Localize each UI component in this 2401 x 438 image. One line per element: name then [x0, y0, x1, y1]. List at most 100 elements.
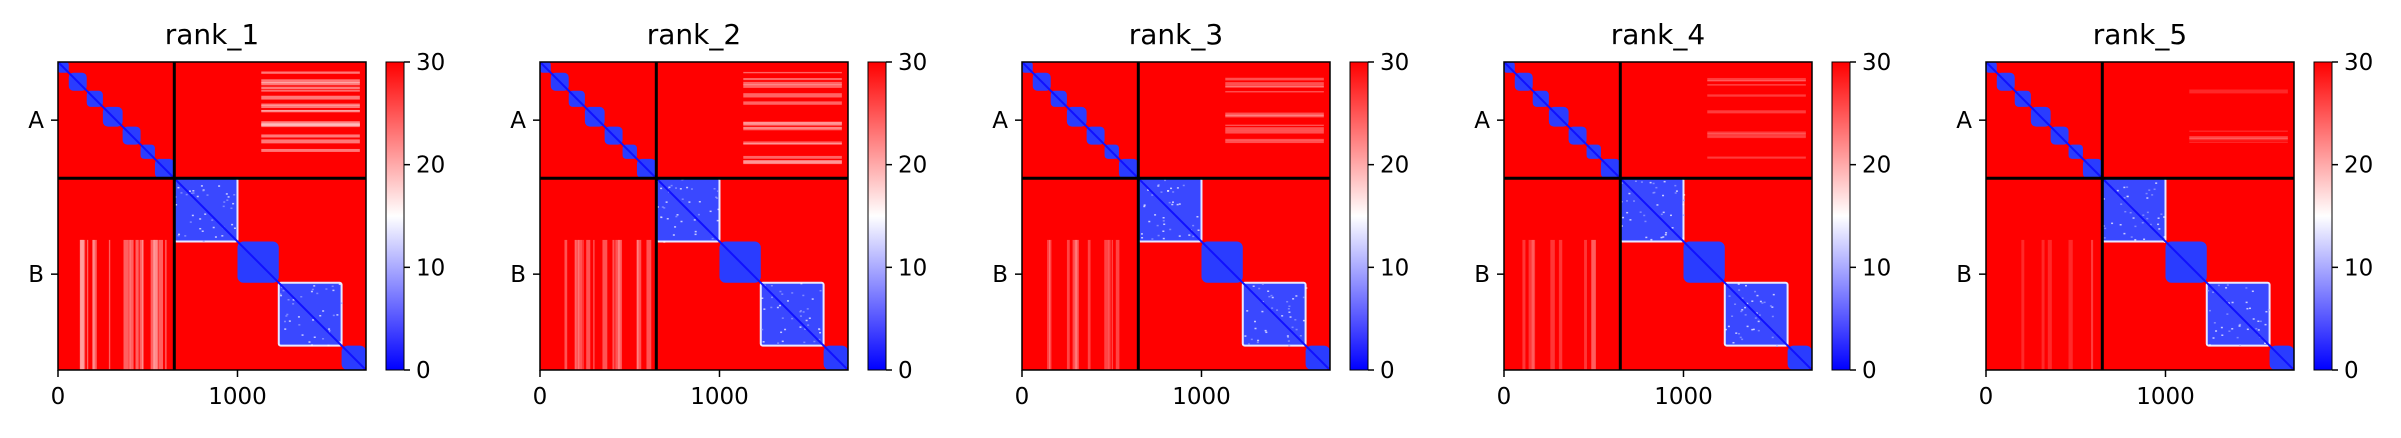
domain-texture: [1270, 294, 1273, 297]
domain-texture: [1669, 214, 1672, 217]
domain-texture: [200, 185, 203, 187]
domain-texture: [322, 338, 325, 340]
domain-texture: [1171, 201, 1174, 203]
domain-texture: [301, 334, 304, 336]
domain-texture: [288, 320, 291, 322]
texture-stripe: [1591, 239, 1597, 370]
domain-texture: [2146, 211, 2149, 214]
domain-texture: [663, 207, 666, 209]
texture-stripe: [2041, 239, 2045, 370]
domain-texture: [2236, 336, 2239, 339]
colorbar-tick-label: 20: [2344, 153, 2373, 179]
domain-texture: [1288, 311, 1291, 313]
colorbar-tick-label: 20: [416, 153, 445, 179]
domain-texture: [2163, 236, 2166, 238]
x-tick-label: 1000: [208, 384, 267, 410]
domain-texture: [2227, 302, 2230, 304]
domain-texture: [2157, 217, 2160, 219]
texture-stripe: [743, 81, 842, 86]
domain-texture: [791, 317, 794, 320]
domain-texture: [1662, 211, 1665, 214]
domain-texture: [808, 317, 811, 319]
domain-texture: [1741, 338, 1744, 341]
y-tick-label: A: [992, 108, 1008, 134]
domain-texture: [693, 219, 696, 221]
x-tick-label: 1000: [2136, 384, 2195, 410]
domain-texture: [715, 196, 718, 199]
domain-texture: [332, 289, 335, 292]
domain-texture: [2208, 344, 2211, 346]
texture-stripe: [1108, 239, 1111, 370]
domain-texture: [1292, 298, 1295, 300]
domain-texture: [2215, 330, 2218, 332]
texture-stripe: [261, 86, 360, 90]
domain-texture: [2134, 225, 2137, 228]
domain-texture: [1746, 325, 1749, 328]
domain-texture: [310, 290, 313, 293]
domain-texture: [1252, 285, 1255, 287]
domain-texture: [694, 230, 697, 233]
x-tick-label: 1000: [1654, 384, 1713, 410]
colorbar-tick-label: 0: [416, 358, 431, 384]
domain-texture: [188, 190, 191, 192]
colorbar: [867, 61, 887, 371]
domain-texture: [661, 206, 664, 208]
domain-texture: [2257, 320, 2260, 323]
domain-texture: [686, 186, 689, 189]
domain-texture: [799, 315, 802, 317]
domain-texture: [2123, 186, 2126, 189]
domain-texture: [178, 233, 181, 236]
domain-texture: [230, 207, 233, 210]
domain-texture: [199, 227, 202, 230]
y-tick-label: A: [1956, 108, 1972, 134]
domain-texture: [1771, 336, 1774, 339]
domain-texture: [1157, 185, 1160, 187]
domain-texture: [1626, 200, 1629, 202]
domain-texture: [1257, 339, 1260, 342]
domain-texture: [672, 234, 675, 236]
texture-stripe: [564, 239, 568, 370]
domain-texture: [1267, 290, 1270, 292]
domain-texture: [189, 221, 192, 223]
domain-texture: [1769, 305, 1772, 307]
texture-stripe: [261, 139, 360, 142]
domain-texture: [1302, 319, 1305, 322]
domain-texture: [2146, 197, 2149, 199]
domain-texture: [336, 314, 339, 316]
domain-texture: [716, 219, 719, 222]
x-tick-label: 0: [1015, 384, 1030, 410]
domain-texture: [1656, 204, 1659, 206]
domain-texture: [688, 201, 691, 203]
domain-texture: [1665, 232, 1668, 234]
domain-texture: [660, 216, 663, 219]
texture-stripe: [743, 143, 842, 145]
domain-texture: [2264, 323, 2267, 326]
domain-texture: [763, 308, 766, 310]
texture-stripe: [1072, 239, 1075, 370]
domain-texture: [184, 235, 187, 237]
domain-texture: [2157, 223, 2160, 226]
domain-texture: [818, 338, 821, 341]
texture-stripe: [1225, 85, 1324, 88]
domain-texture: [1286, 300, 1289, 303]
domain-texture: [2119, 224, 2122, 226]
texture-stripe: [1049, 239, 1052, 370]
domain-texture: [338, 341, 341, 344]
colorbar-tick-label: 0: [2344, 358, 2359, 384]
domain-texture: [1622, 216, 1625, 219]
domain-texture: [2245, 287, 2248, 289]
texture-stripe: [1225, 130, 1324, 134]
texture-stripe: [1225, 127, 1324, 131]
texture-stripe: [574, 239, 577, 370]
domain-texture: [316, 292, 319, 295]
domain-texture: [784, 328, 787, 331]
texture-stripe: [602, 239, 608, 370]
domain-texture: [716, 190, 719, 192]
domain-texture: [2146, 217, 2149, 220]
texture-stripe: [2068, 239, 2073, 370]
heatmap: [1022, 62, 1330, 370]
domain-texture: [1758, 314, 1761, 316]
texture-stripe: [2189, 136, 2288, 140]
texture-stripe: [128, 239, 131, 370]
